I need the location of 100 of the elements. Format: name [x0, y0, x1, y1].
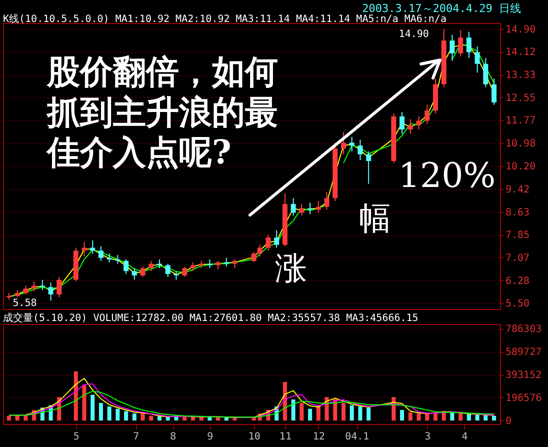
candlestick: [366, 150, 372, 184]
bar: [416, 413, 421, 420]
bar: [107, 406, 112, 420]
candlestick: [40, 279, 45, 291]
candlestick: [90, 240, 96, 254]
candlestick: [408, 118, 413, 134]
annotation: 幅: [359, 199, 391, 237]
candlestick: [82, 241, 87, 257]
bar: [116, 408, 120, 420]
bar: [484, 415, 488, 420]
line-series: [8, 390, 495, 418]
y-tick-label: 10.20: [506, 162, 536, 172]
annotation: 120%: [398, 156, 496, 196]
bar: [190, 416, 195, 420]
y-tick-label: 6.28: [506, 276, 530, 287]
candlestick: [165, 263, 170, 278]
annotation: 14.90: [398, 28, 429, 40]
y-tick-label: 5.50: [506, 298, 530, 310]
candlestick: [98, 246, 104, 262]
x-tick-label: 3: [424, 432, 431, 442]
candlestick: [132, 268, 137, 280]
bar: [149, 416, 154, 420]
y-tick-label: 589727: [506, 347, 542, 358]
bar: [400, 410, 404, 420]
candlestick: [400, 112, 405, 134]
candlestick: [32, 280, 37, 292]
y-tick-label: 12.55: [506, 92, 536, 104]
candlestick: [140, 266, 146, 278]
y-tick-label: 9.42: [506, 184, 530, 196]
y-tick-label: 14.90: [506, 24, 536, 36]
candlestick: [48, 282, 54, 302]
bar: [458, 413, 463, 420]
annotation: 5.58: [12, 298, 37, 309]
candlestick: [458, 30, 464, 58]
bar: [466, 414, 471, 420]
bar: [98, 402, 103, 420]
candlestick: [450, 34, 455, 62]
bar: [358, 406, 362, 420]
y-tick-label: 0: [506, 416, 512, 427]
candlestick: [274, 230, 280, 248]
y-tick-label: 786303: [506, 324, 542, 336]
candlestick: [483, 58, 488, 88]
candlestick: [257, 244, 262, 257]
bar: [158, 416, 162, 420]
y-tick-label: 13.33: [506, 70, 536, 82]
x-tick-label: 9: [207, 432, 214, 442]
x-tick-label: 11: [279, 432, 292, 442]
bar: [475, 414, 480, 420]
bar: [216, 416, 220, 420]
candlestick: [358, 139, 363, 161]
y-tick-label: 11.77: [506, 116, 536, 127]
candlestick: [182, 266, 188, 278]
bar: [450, 412, 454, 420]
x-tick-label: 4: [462, 432, 468, 442]
candlestick: [266, 234, 271, 252]
x-tick-label: 8: [170, 432, 176, 442]
text: 2003.3.17～2004.4.29 日线: [362, 2, 521, 15]
bar: [291, 399, 296, 420]
x-tick-label: 10: [248, 432, 260, 442]
annotation: 涨: [275, 249, 307, 287]
bar: [166, 416, 170, 420]
annotation: K线(10.10.5.5.0.0) MA1:10.92 MA2:10.92 MA3:11.14 MA4:11.14 MA5:n/a MA6:n/a: [3, 13, 446, 25]
bar: [425, 413, 430, 420]
candlestick: [308, 202, 313, 215]
candlestick: [466, 31, 472, 59]
bar: [492, 416, 496, 420]
bar: [408, 412, 412, 420]
candlestick: [290, 198, 296, 216]
bar: [74, 371, 78, 420]
x-tick-label: 5: [73, 432, 80, 442]
annotation: 股价翻倍，如何抓到主升浪的最佳介入点呢?: [45, 52, 278, 172]
candlestick: [424, 104, 430, 124]
x-tick-label: 12: [312, 432, 325, 442]
y-tick-label: 393152: [506, 370, 542, 382]
bar: [308, 408, 312, 420]
candlestick: [349, 136, 354, 152]
bar: [6, 416, 11, 420]
candlestick: [316, 200, 321, 214]
y-tick-label: 14.12: [506, 47, 536, 58]
y-tick-label: 7.85: [506, 230, 530, 242]
candlestick: [56, 276, 62, 298]
bar: [82, 385, 86, 420]
bar: [366, 408, 371, 420]
text: 成交量(5.10.20) VOLUME:12782.00 MA1:27601.80 MA2:35557.38 MA3:45666.15: [3, 312, 418, 324]
candlestick: [492, 78, 497, 106]
x-tick-label: 7: [133, 432, 140, 442]
bar: [90, 394, 95, 420]
bar: [350, 405, 354, 420]
bar: [341, 402, 346, 420]
y-tick-label: 8.63: [506, 207, 530, 218]
candlestick: [148, 260, 154, 272]
bar: [132, 413, 136, 420]
candlestick: [251, 252, 256, 263]
bar: [24, 415, 28, 420]
candlestick: [474, 46, 480, 74]
x-tick-label: 04.1: [345, 432, 370, 442]
bar: [124, 411, 128, 420]
bar: [224, 418, 228, 420]
y-tick-label: 196576: [506, 393, 542, 404]
candlestick: [299, 203, 304, 216]
